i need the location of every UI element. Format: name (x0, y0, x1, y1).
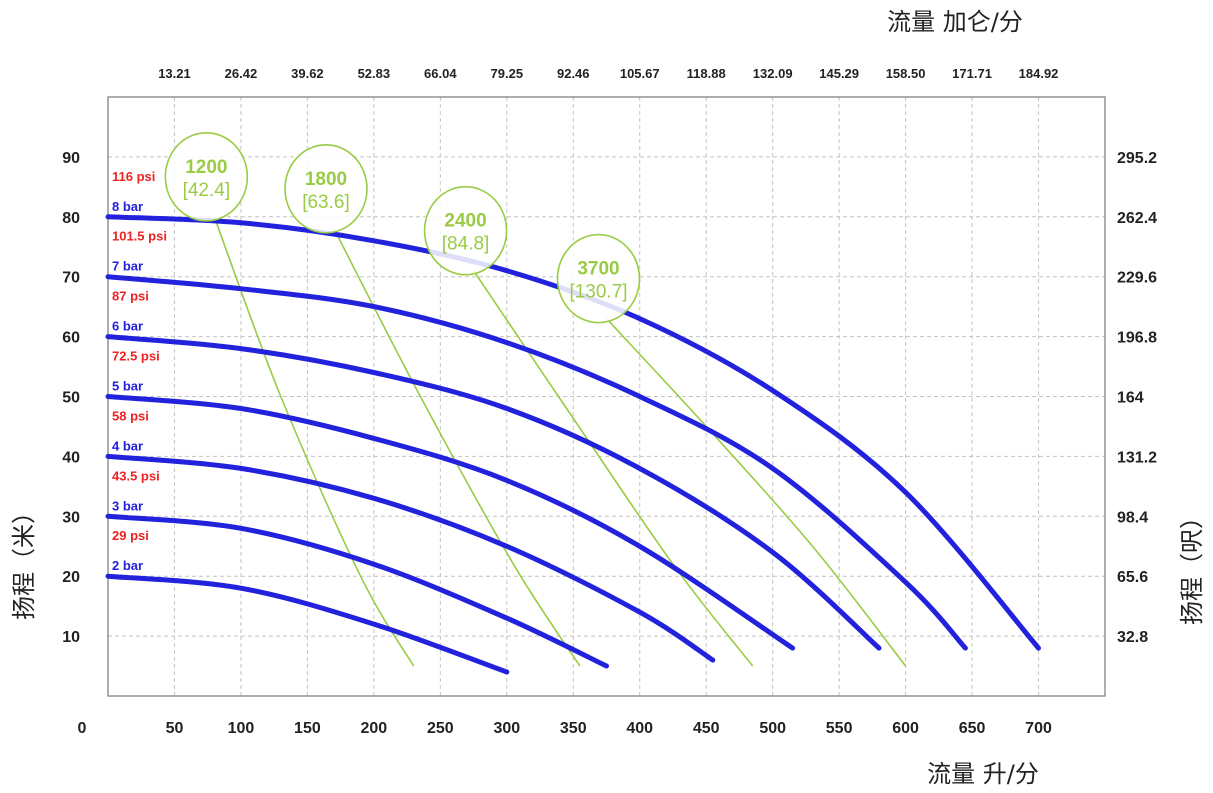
grid (108, 97, 1105, 696)
air-curve-2400 (472, 270, 754, 667)
left-axis-title: 扬程（米） (10, 500, 38, 620)
x-tick-label: 450 (693, 720, 720, 737)
top-axis-title: 流量 加仑/分 (887, 8, 1023, 36)
y-tick-label: 20 (62, 569, 80, 586)
air-bubble-sub: [84.8] (442, 234, 490, 255)
air-bubble-value: 2400 (444, 211, 486, 232)
pressure-curve-3-bar (105, 513, 609, 669)
x-tick-label: 350 (560, 720, 587, 737)
x-tick-label: 700 (1025, 720, 1052, 737)
y-tick-label: 10 (62, 629, 80, 646)
x-tick-label: 250 (427, 720, 454, 737)
x-tick-label: 400 (626, 720, 653, 737)
psi-label: 43.5 psi (112, 468, 160, 483)
x-tick-label: 50 (166, 720, 184, 737)
air-curve-1800 (333, 228, 581, 667)
x-top-tick-label: 184.92 (1019, 66, 1059, 81)
x-top-tick-label: 39.62 (291, 66, 324, 81)
y-tick-label: 70 (62, 270, 80, 287)
psi-label: 87 psi (112, 289, 149, 304)
air-curve-3700 (605, 318, 907, 667)
bar-label: 3 bar (112, 498, 143, 513)
psi-label: 58 psi (112, 408, 149, 423)
x-top-tick-label: 171.71 (952, 66, 992, 81)
y-right-tick-label: 98.4 (1117, 509, 1148, 526)
x-top-tick-label: 105.67 (620, 66, 660, 81)
psi-label: 72.5 psi (112, 349, 160, 364)
y-right-tick-label: 65.6 (1117, 569, 1148, 586)
y-right-tick-label: 131.2 (1117, 449, 1157, 466)
air-bubble-2400 (423, 185, 508, 276)
air-bubble-value: 1200 (185, 157, 227, 178)
pressure-curve-6-bar (105, 334, 882, 651)
x-tick-label: 550 (826, 720, 853, 737)
y-right-tick-label: 196.8 (1117, 330, 1157, 347)
x-top-tick-label: 79.25 (491, 66, 524, 81)
x-top-tick-label: 52.83 (358, 66, 391, 81)
x-top-tick-label: 132.09 (753, 66, 793, 81)
pressure-curve-4-bar (105, 453, 716, 663)
air-bubble-value: 1800 (305, 169, 347, 190)
x-tick-label: 150 (294, 720, 321, 737)
bar-label: 8 bar (112, 199, 143, 214)
y-tick-label: 40 (62, 449, 80, 466)
x-tick-label: 200 (361, 720, 388, 737)
x-tick-label: 650 (959, 720, 986, 737)
y-right-tick-label: 32.8 (1117, 629, 1148, 646)
bar-label: 6 bar (112, 319, 143, 334)
psi-label: 29 psi (112, 528, 149, 543)
x-top-tick-label: 66.04 (424, 66, 457, 81)
x-top-tick-label: 118.88 (687, 66, 726, 81)
x-top-tick-label: 92.46 (557, 66, 590, 81)
air-bubble-3700 (556, 233, 641, 324)
air-bubble-sub: [63.6] (302, 192, 350, 213)
x-top-tick-label: 158.50 (886, 66, 926, 81)
pressure-curve-5-bar (105, 394, 796, 651)
air-consumption-bubbles: 1200[42.4] 1800[63.6] 2400[84.8] 3700[130.7… (164, 132, 641, 324)
air-bubble-1200 (164, 132, 249, 222)
air-bubble-1800 (284, 143, 368, 234)
y-tick-label: 60 (62, 330, 80, 347)
pressure-labels: 2 bar 29 psi 3 bar 43.5 psi 4 bar 58 psi 5 bar… (112, 169, 167, 573)
y-right-tick-label: 262.4 (1117, 210, 1157, 227)
x-tick-label: 600 (892, 720, 919, 737)
psi-label: 116 psi (112, 169, 155, 184)
y-tick-label: 50 (62, 390, 80, 407)
right-axis-title: 扬程（呎） (1178, 505, 1206, 625)
y-right-tick-label: 164 (1117, 390, 1144, 407)
bar-label: 5 bar (112, 379, 143, 394)
bar-label: 2 bar (112, 558, 143, 573)
x-top-tick-label: 145.29 (819, 66, 859, 81)
air-bubble-value: 3700 (577, 259, 619, 280)
x-tick-label: 300 (493, 720, 520, 737)
pressure-curve-7-bar (105, 274, 968, 651)
pressure-curve-2-bar (105, 573, 510, 675)
y-right-tick-label: 295.2 (1117, 150, 1157, 167)
x-tick-label: 500 (759, 720, 786, 737)
bottom-axis-origin-label: 0 (78, 720, 87, 737)
x-top-tick-label: 13.21 (158, 66, 191, 81)
axis-ticks: 5013.2110026.4215039.6220052.8325066.043… (62, 66, 1157, 737)
air-bubble-sub: [130.7] (569, 282, 627, 303)
y-right-tick-label: 229.6 (1117, 270, 1157, 287)
x-tick-label: 100 (228, 720, 255, 737)
bar-label: 4 bar (112, 438, 143, 453)
psi-label: 101.5 psi (112, 229, 167, 244)
y-tick-label: 80 (62, 210, 80, 227)
x-top-tick-label: 26.42 (225, 66, 258, 81)
y-tick-label: 90 (62, 150, 80, 167)
air-bubble-sub: [42.4] (183, 180, 231, 201)
bar-label: 7 bar (112, 259, 143, 274)
y-tick-label: 30 (62, 509, 80, 526)
bottom-axis-title: 流量 升/分 (927, 760, 1039, 788)
